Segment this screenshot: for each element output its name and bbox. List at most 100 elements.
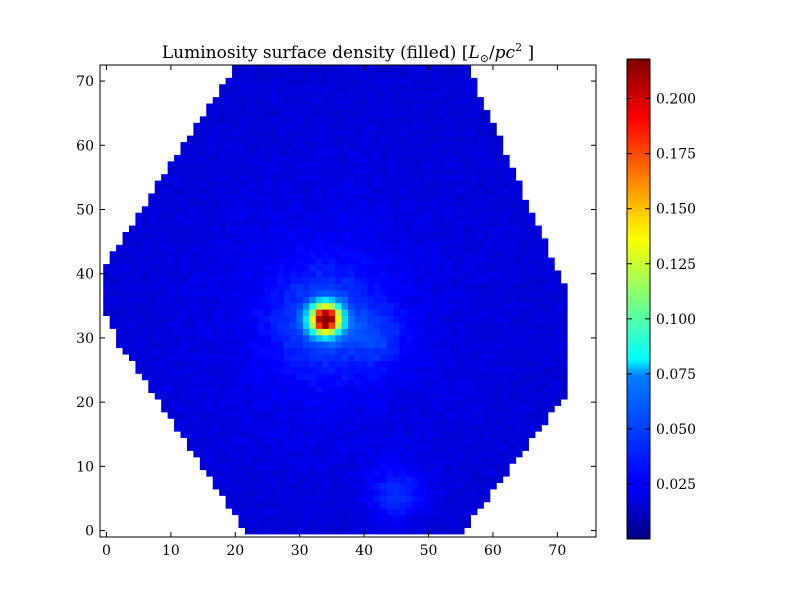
heatmap-cell — [315, 495, 323, 503]
heatmap-cell — [438, 109, 446, 117]
heatmap-cell — [386, 373, 394, 381]
heatmap-cell — [264, 431, 272, 439]
heatmap-cell — [341, 199, 349, 207]
heatmap-cell — [315, 77, 323, 85]
heatmap-cell — [360, 463, 368, 471]
heatmap-cell — [264, 129, 272, 137]
heatmap-cell — [457, 251, 465, 259]
heatmap-cell — [180, 251, 188, 259]
heatmap-cell — [373, 116, 381, 124]
heatmap-cell — [212, 276, 220, 284]
heatmap-cell — [373, 309, 381, 317]
heatmap-cell — [148, 238, 156, 246]
heatmap-cell — [380, 373, 388, 381]
heatmap-cell — [399, 386, 407, 394]
heatmap-cell — [225, 193, 233, 201]
heatmap-cell — [360, 469, 368, 477]
heatmap-cell — [335, 148, 343, 156]
heatmap-cell — [186, 309, 194, 317]
heatmap-cell — [463, 360, 471, 368]
heatmap-cell — [534, 405, 542, 413]
heatmap-cell — [257, 411, 265, 419]
heatmap-cell — [270, 212, 278, 220]
heatmap-cell — [322, 353, 330, 361]
heatmap-cell — [438, 443, 446, 451]
heatmap-cell — [360, 180, 368, 188]
heatmap-cell — [476, 360, 484, 368]
heatmap-cell — [322, 405, 330, 413]
heatmap-cell — [502, 167, 510, 175]
heatmap-cell — [470, 309, 478, 317]
heatmap-cell — [354, 65, 362, 73]
heatmap-cell — [251, 353, 259, 361]
heatmap-cell — [470, 360, 478, 368]
heatmap-cell — [212, 193, 220, 201]
heatmap-cell — [296, 450, 304, 458]
heatmap-cell — [521, 244, 529, 252]
heatmap-cell — [393, 97, 401, 105]
heatmap-cell — [528, 302, 536, 310]
heatmap-cell — [348, 174, 356, 182]
heatmap-cell — [463, 501, 471, 509]
heatmap-cell — [457, 450, 465, 458]
heatmap-cell — [206, 257, 214, 265]
heatmap-cell — [315, 334, 323, 342]
heatmap-cell — [296, 187, 304, 195]
heatmap-cell — [264, 379, 272, 387]
heatmap-cell — [354, 257, 362, 265]
heatmap-cell — [232, 103, 240, 111]
heatmap-cell — [399, 520, 407, 528]
heatmap-cell — [232, 501, 240, 509]
heatmap-cell — [244, 392, 252, 400]
heatmap-cell — [206, 231, 214, 239]
heatmap-cell — [193, 334, 201, 342]
heatmap-cell — [309, 450, 317, 458]
heatmap-cell — [483, 174, 491, 182]
heatmap-cell — [290, 289, 298, 297]
heatmap-cell — [560, 379, 568, 387]
heatmap-cell — [270, 443, 278, 451]
heatmap-cell — [174, 264, 182, 272]
heatmap-cell — [244, 418, 252, 426]
heatmap-cell — [386, 321, 394, 329]
heatmap-cell — [135, 276, 143, 284]
heatmap-cell — [354, 142, 362, 150]
heatmap-cell — [360, 77, 368, 85]
heatmap-cell — [161, 231, 169, 239]
heatmap-cell — [463, 129, 471, 137]
heatmap-cell — [290, 148, 298, 156]
heatmap-cell — [244, 289, 252, 297]
heatmap-cell — [257, 360, 265, 368]
heatmap-cell — [315, 283, 323, 291]
heatmap-cell — [476, 97, 484, 105]
heatmap-cell — [232, 366, 240, 374]
heatmap-cell — [483, 347, 491, 355]
heatmap-cell — [296, 264, 304, 272]
heatmap-cell — [457, 270, 465, 278]
heatmap-cell — [405, 116, 414, 124]
heatmap-cell — [444, 212, 452, 220]
heatmap-cell — [521, 366, 529, 374]
heatmap-cell — [425, 514, 433, 522]
heatmap-cell — [283, 103, 291, 111]
heatmap-cell — [335, 206, 343, 214]
heatmap-cell — [154, 328, 162, 336]
heatmap-cell — [502, 154, 510, 162]
heatmap-cell — [232, 488, 240, 496]
heatmap-cell — [335, 90, 343, 98]
heatmap-cell — [225, 270, 233, 278]
heatmap-cell — [302, 520, 310, 528]
heatmap-cell — [148, 283, 156, 291]
heatmap-cell — [534, 321, 542, 329]
heatmap-cell — [322, 142, 330, 150]
heatmap-cell — [509, 289, 517, 297]
heatmap-cell — [470, 398, 478, 406]
heatmap-cell — [232, 379, 240, 387]
heatmap-cell — [444, 238, 452, 246]
heatmap-cell — [335, 161, 343, 169]
heatmap-cell — [328, 109, 336, 117]
heatmap-cell — [360, 456, 368, 464]
heatmap-cell — [496, 199, 504, 207]
heatmap-cell — [167, 187, 175, 195]
heatmap-cell — [554, 373, 562, 381]
